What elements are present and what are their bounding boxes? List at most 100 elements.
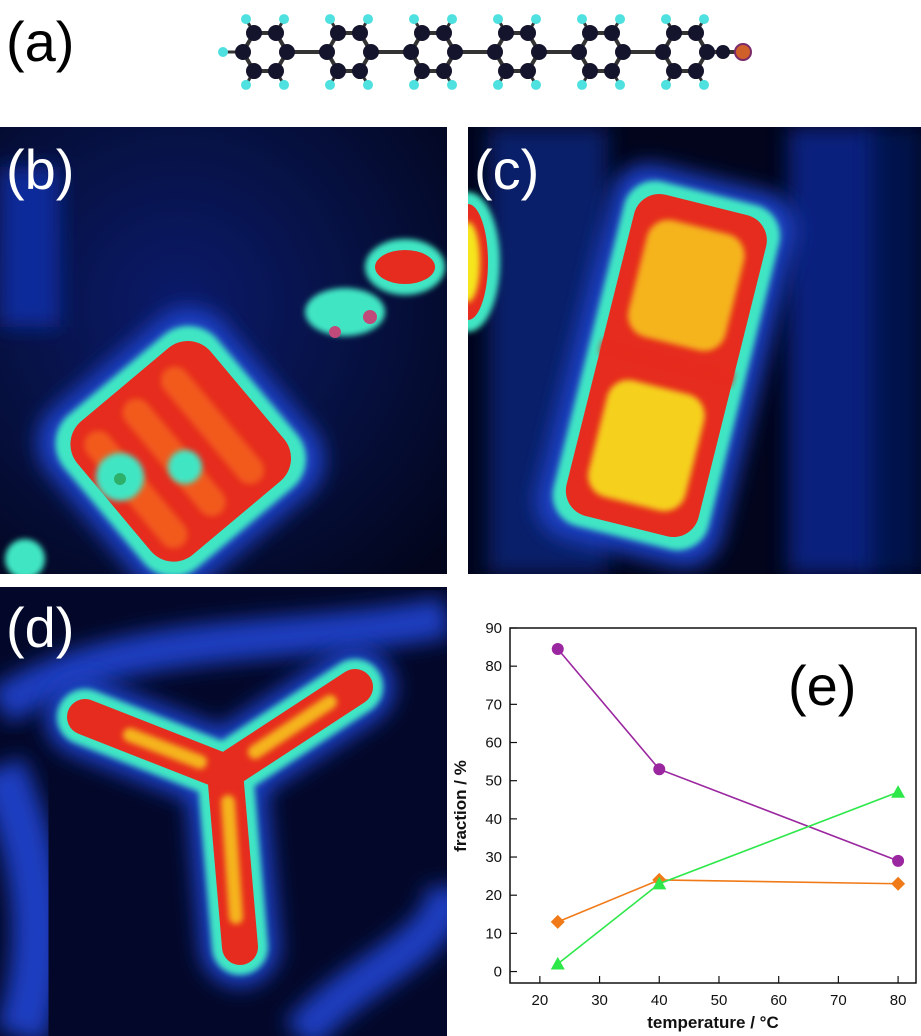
carbon-atom (582, 63, 598, 80)
carbon-atom (330, 24, 346, 41)
hydrogen-atom (699, 14, 709, 25)
carbon-atom (414, 24, 430, 41)
panel-label-c: (c) (474, 138, 540, 201)
carbon-atom (520, 24, 536, 41)
carbon-atom (498, 63, 514, 80)
x-tick-label: 30 (591, 992, 608, 1009)
stm-image-b (0, 127, 447, 574)
hydrogen-atom (325, 79, 335, 90)
hydrogen-atom (577, 79, 587, 90)
y-tick-label: 60 (485, 735, 502, 752)
hydrogen-atom (409, 79, 419, 90)
x-tick-label: 50 (711, 992, 728, 1009)
hydrogen-atom (493, 14, 503, 25)
hydrogen-atom (447, 79, 457, 90)
y-tick-label: 10 (485, 925, 502, 942)
y-tick-label: 80 (485, 658, 502, 675)
data-point (550, 914, 565, 929)
panel-label-d: (d) (6, 596, 75, 659)
hydrogen-atom (661, 79, 671, 90)
x-tick-label: 70 (830, 992, 847, 1009)
carbon-atom (436, 63, 452, 80)
data-point (891, 876, 906, 891)
carbon-atom (235, 44, 251, 60)
panel-label-a: (a) (6, 10, 75, 73)
y-axis-title: fraction / % (451, 760, 470, 852)
carbon-atom (436, 24, 452, 41)
hydrogen-atom (447, 14, 457, 25)
hydrogen-atom (699, 79, 709, 90)
carbon-atom (582, 24, 598, 41)
hydrogen-atom (409, 14, 419, 25)
carbon-atom (498, 24, 514, 41)
molecule-atoms (218, 14, 752, 90)
hydrogen-atom (493, 79, 503, 90)
carbon-atom (604, 63, 620, 80)
carbon-atom (688, 63, 704, 80)
stm-image-c (468, 127, 921, 574)
series-layer (550, 642, 906, 970)
stm-image-d (0, 587, 447, 1036)
hydrogen-atom (218, 47, 228, 57)
data-point (550, 956, 565, 970)
y-tick-label: 90 (485, 620, 502, 637)
hydrogen-atom (363, 14, 373, 25)
data-point (891, 785, 906, 798)
y-tick-label: 20 (485, 887, 502, 904)
carbon-atom (363, 44, 379, 60)
carbon-atom (246, 63, 262, 80)
carbon-atom (520, 63, 536, 80)
hydrogen-atom (241, 79, 251, 90)
hydrogen-atom (279, 14, 289, 25)
carbon-atom (447, 44, 463, 60)
x-tick-label: 60 (770, 992, 787, 1009)
y-tick-label: 40 (485, 811, 502, 828)
carbon-atom (352, 24, 368, 41)
carbon-atom (414, 63, 430, 80)
y-tick-label: 70 (485, 696, 502, 713)
hydrogen-atom (531, 79, 541, 90)
carbon-atom (688, 24, 704, 41)
hydrogen-atom (325, 14, 335, 25)
y-tick-label: 30 (485, 849, 502, 866)
molecule-model (218, 14, 752, 90)
carbon-atom (279, 44, 295, 60)
carbon-atom (615, 44, 631, 60)
chart-e: 0 10 20 30 40 50 60 70 80 90 20 30 40 50 60 70 80 tempe… (451, 620, 917, 1032)
hydrogen-atom (531, 14, 541, 25)
carbon-atom (487, 44, 503, 60)
hydrogen-atom (615, 79, 625, 90)
panel-label-e: (e) (788, 654, 856, 717)
hydrogen-atom (363, 79, 373, 90)
terminal-atom (734, 43, 752, 61)
data-point (892, 854, 905, 867)
panel-label-b: (b) (6, 138, 75, 201)
plot-frame (509, 627, 917, 984)
data-point (652, 876, 667, 890)
carbon-atom (268, 63, 284, 80)
series-circle (551, 642, 905, 867)
x-tick-label: 40 (651, 992, 668, 1009)
hydrogen-atom (661, 14, 671, 25)
y-tick-label: 50 (485, 773, 502, 790)
carbon-atom (319, 44, 335, 60)
carbon-atom (531, 44, 547, 60)
carbon-atom (330, 63, 346, 80)
hydrogen-atom (241, 14, 251, 25)
x-axis-title: temperature / °C (647, 1013, 779, 1032)
carbon-atom (699, 44, 715, 60)
carbon-atom (246, 24, 262, 41)
carbon-atom (604, 24, 620, 41)
x-axis-ticks: 20 30 40 50 60 70 80 (532, 976, 907, 1009)
carbon-atom (716, 45, 730, 59)
x-tick-label: 80 (890, 992, 907, 1009)
series-triangle (550, 785, 906, 970)
y-tick-label: 0 (494, 964, 502, 981)
carbon-atom (352, 63, 368, 80)
y-axis-ticks: 0 10 20 30 40 50 60 70 80 90 (485, 620, 517, 981)
carbon-atom (655, 44, 671, 60)
hydrogen-atom (577, 14, 587, 25)
data-point (653, 763, 666, 776)
carbon-atom (571, 44, 587, 60)
carbon-atom (268, 24, 284, 41)
